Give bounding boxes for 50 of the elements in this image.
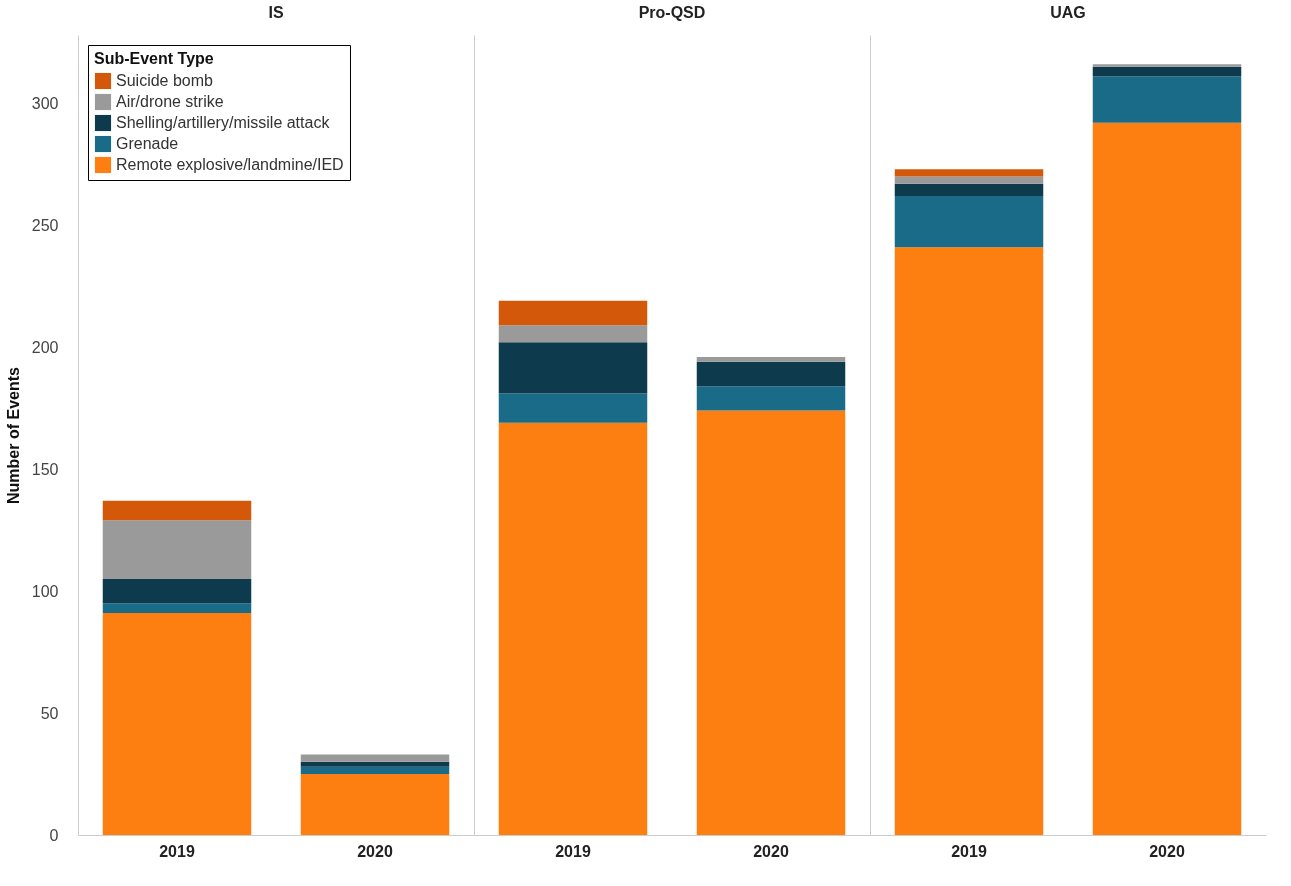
bar bbox=[1092, 66, 1242, 77]
bar bbox=[696, 361, 846, 387]
bar bbox=[894, 195, 1044, 248]
chart-title: Pro-QSD bbox=[638, 4, 706, 21]
y-tick-label: 300 bbox=[31, 94, 59, 112]
legend-label: Grenade bbox=[116, 135, 179, 152]
bar bbox=[300, 761, 450, 767]
y-tick-label: 0 bbox=[49, 826, 59, 844]
x-tick-label: 2020 bbox=[1149, 842, 1185, 860]
y-tick-label: 250 bbox=[31, 216, 59, 234]
bar bbox=[696, 356, 846, 362]
bar bbox=[1092, 76, 1242, 123]
bar bbox=[498, 393, 648, 423]
legend-title: Sub-Event Type bbox=[94, 50, 214, 67]
bar bbox=[498, 422, 648, 835]
bar bbox=[102, 500, 252, 521]
bar bbox=[102, 613, 252, 835]
bar bbox=[498, 325, 648, 343]
bar bbox=[696, 386, 846, 411]
bar bbox=[696, 410, 846, 835]
bar bbox=[894, 176, 1044, 184]
bar bbox=[894, 169, 1044, 177]
bar bbox=[102, 578, 252, 604]
legend-label: Suicide bomb bbox=[116, 72, 214, 89]
chart-title: IS bbox=[268, 4, 284, 21]
bar bbox=[300, 774, 450, 835]
bar bbox=[102, 520, 252, 579]
y-tick-label: 200 bbox=[31, 338, 59, 356]
chart-title: UAG bbox=[1050, 4, 1086, 21]
bar bbox=[498, 300, 648, 326]
bar bbox=[300, 754, 450, 762]
x-tick-label: 2019 bbox=[159, 842, 195, 860]
bar bbox=[894, 247, 1044, 835]
x-tick-label: 2020 bbox=[357, 842, 393, 860]
bar bbox=[1092, 64, 1242, 67]
x-tick-label: 2019 bbox=[555, 842, 591, 860]
bar bbox=[300, 766, 450, 775]
x-tick-label: 2020 bbox=[753, 842, 789, 860]
y-axis-title: Number of Events bbox=[4, 366, 22, 504]
legend-label: Remote explosive/landmine/IED bbox=[116, 156, 344, 173]
y-tick-label: 100 bbox=[31, 582, 59, 600]
legend-label: Air/drone strike bbox=[116, 93, 224, 110]
bar bbox=[102, 603, 252, 614]
bar bbox=[894, 183, 1044, 196]
x-tick-label: 2019 bbox=[951, 842, 987, 860]
y-tick-label: 50 bbox=[40, 704, 59, 722]
y-tick-label: 150 bbox=[31, 460, 59, 478]
bar bbox=[498, 342, 648, 394]
bar bbox=[1092, 122, 1242, 835]
legend-label: Shelling/artillery/missile attack bbox=[116, 114, 331, 131]
